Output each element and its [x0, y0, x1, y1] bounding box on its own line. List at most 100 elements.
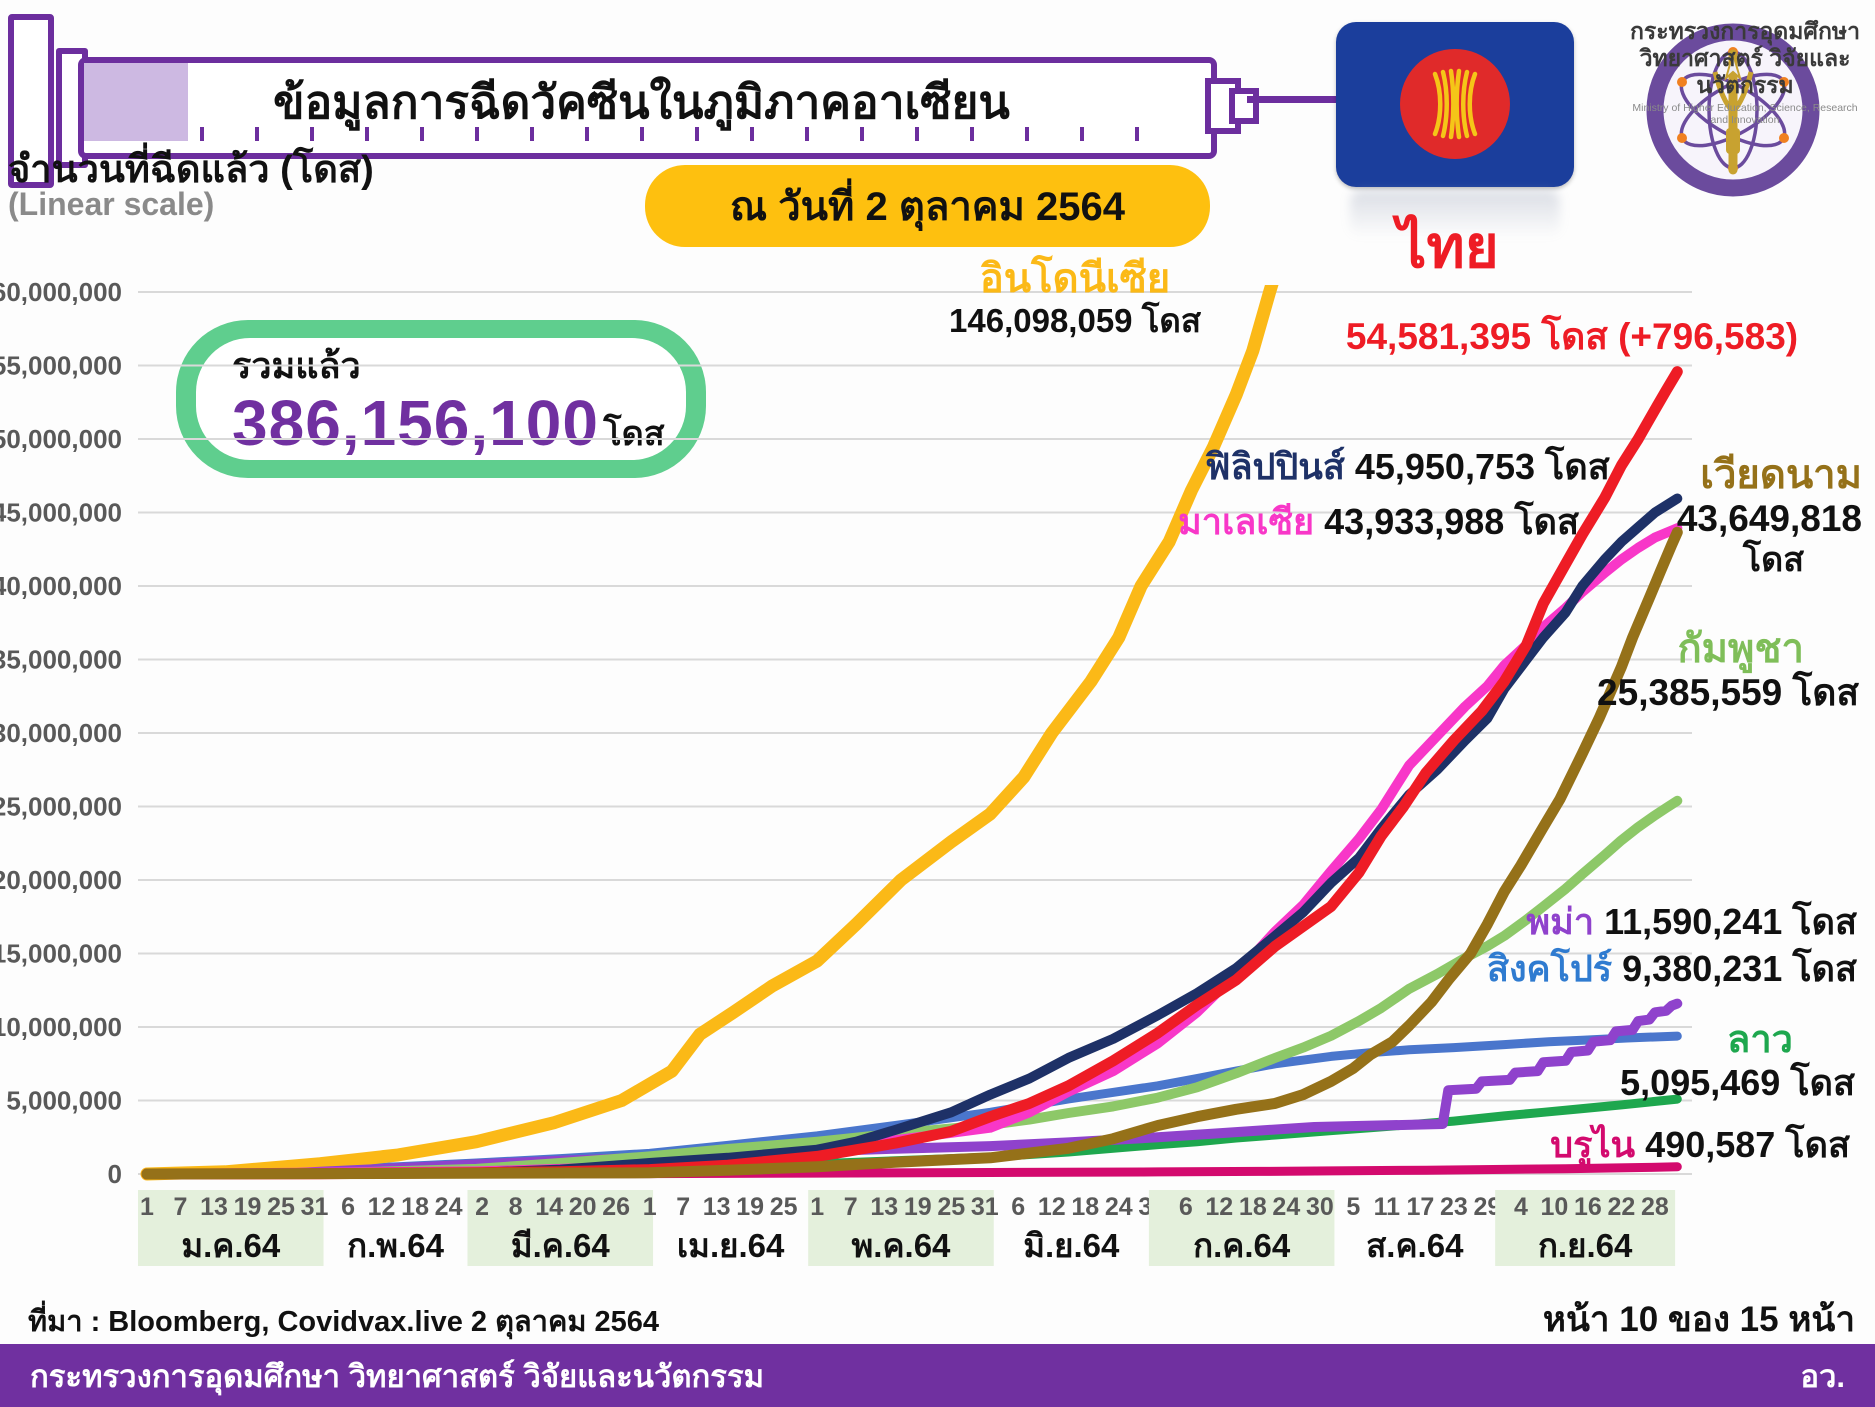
label-text: 490,587 โดส [1645, 1124, 1850, 1165]
ministry-seal [1646, 20, 1821, 200]
y-axis-tick-label: 20,000,000 [0, 865, 122, 895]
label-line: มาเลเซีย 43,933,988 โดส [1178, 501, 1579, 543]
x-axis-month-label: มิ.ย.64 [1023, 1227, 1120, 1264]
label-line: 25,385,559 โดส [1597, 672, 1859, 715]
x-axis-month-label: ม.ค.64 [181, 1227, 281, 1264]
syringe-plunger-shape [8, 14, 54, 188]
x-axis-tick-label: 13 [870, 1193, 898, 1221]
series-line-philippines [142, 493, 1683, 1179]
x-axis-month-label: ก.ย.64 [1538, 1227, 1633, 1264]
x-axis-tick-label: 13 [200, 1193, 228, 1221]
label-line: เวียดนาม [1677, 452, 1862, 498]
x-axis-tick-label: 6 [341, 1193, 355, 1221]
ministry-name-line2: วิทยาศาสตร์ วิจัยและนวัตกรรม [1639, 45, 1851, 98]
label-text: 5,095,469 โดส [1620, 1062, 1855, 1104]
ministry-caption: กระทรวงการอุดมศึกษา วิทยาศาสตร์ วิจัยและ… [1630, 18, 1860, 126]
x-axis-tick-label: 18 [1239, 1193, 1267, 1221]
flag-reflection [1350, 190, 1560, 238]
syringe-scale-tick [695, 127, 699, 141]
x-axis-tick-label: 23 [1440, 1193, 1468, 1221]
label-philippines: ฟิลิปปินส์ 45,950,753 โดส [1205, 446, 1610, 488]
x-axis-tick-label: 31 [301, 1193, 329, 1221]
x-axis-month-label: มี.ค.64 [511, 1227, 611, 1264]
label-brunei: บรูไน 490,587 โดส [1550, 1124, 1850, 1166]
x-axis-tick-label: 7 [174, 1193, 188, 1221]
syringe-scale-tick [750, 127, 754, 141]
label-line: 146,098,059 โดส [949, 302, 1201, 340]
x-axis-tick-label: 7 [844, 1193, 858, 1221]
y-axis-tick-label: 25,000,000 [0, 792, 122, 822]
footer-ministry-name: กระทรวงการอุดมศึกษา วิทยาศาสตร์ วิจัยและ… [30, 1358, 765, 1394]
x-axis-tick-label: 18 [401, 1193, 429, 1221]
label-vietnam: เวียดนาม 43,649,818 โดส [1677, 452, 1862, 581]
ministry-name-english: Ministry of Higher Education, Science, R… [1632, 102, 1858, 126]
label-text: บรูไน [1550, 1124, 1646, 1165]
y-axis-tick-label: 5,000,000 [6, 1086, 122, 1116]
x-axis-tick-label: 28 [1641, 1193, 1669, 1221]
series-line-cambodia [142, 795, 1683, 1179]
label-line: บรูไน 490,587 โดส [1550, 1124, 1850, 1166]
x-axis-tick-label: 12 [1205, 1193, 1233, 1221]
x-axis-tick-label: 12 [1038, 1193, 1066, 1221]
syringe-scale-tick [255, 127, 259, 141]
label-text: 45,950,753 โดส [1354, 446, 1610, 487]
x-axis-tick-label: 1 [643, 1193, 657, 1221]
ministry-name-line1: กระทรวงการอุดมศึกษา [1630, 18, 1860, 44]
x-axis-tick-label: 20 [569, 1193, 597, 1221]
label-text: ฟิลิปปินส์ [1205, 446, 1355, 487]
month-band [138, 1190, 324, 1266]
label-text: สิงคโปร์ [1486, 948, 1623, 989]
label-text: 43,933,988 โดส [1324, 501, 1580, 542]
label-indonesia: อินโดนีเซีย 146,098,059 โดส [949, 256, 1201, 341]
month-band [1148, 1190, 1335, 1266]
label-malaysia: มาเลเซีย 43,933,988 โดส [1178, 501, 1579, 543]
syringe-scale-tick [860, 127, 864, 141]
x-axis-tick-label: 19 [904, 1193, 932, 1221]
syringe-scale-tick [365, 127, 369, 141]
syringe-scale-tick [530, 127, 534, 141]
series-layer [140, 285, 1683, 1181]
y-axis-tick-label: 55,000,000 [0, 351, 122, 381]
series-line-vietnam [141, 526, 1683, 1180]
label-text: ลาว [1727, 1019, 1793, 1061]
x-axis-tick-label: 19 [234, 1193, 262, 1221]
footer-bar: กระทรวงการอุดมศึกษา วิทยาศาสตร์ วิจัยและ… [0, 1344, 1875, 1407]
x-axis-tick-label: 24 [435, 1193, 463, 1221]
series-line-myanmar [142, 998, 1683, 1179]
x-axis-tick-label: 2 [475, 1193, 489, 1221]
label-text: โดส [1742, 541, 1804, 580]
x-axis-tick-label: 24 [1272, 1193, 1300, 1221]
label-thailand-name: ไทย [1397, 214, 1498, 281]
page-title: ข้อมูลการฉีดวัคซีนในภูมิภาคอาเซียน [273, 76, 1010, 128]
x-axis-month-label: ส.ค.64 [1366, 1227, 1464, 1264]
x-axis-tick-label: 6 [1011, 1193, 1025, 1221]
label-line: 54,581,395 โดส (+796,583) [1346, 316, 1798, 359]
x-axis-tick-label: 5 [1346, 1193, 1360, 1221]
syringe-scale-tick [475, 127, 479, 141]
x-axis-month-label: ก.พ.64 [347, 1227, 444, 1264]
syringe-scale-tick [585, 127, 589, 141]
month-band [808, 1190, 994, 1266]
label-text: 25,385,559 โดส [1597, 672, 1859, 714]
x-axis-month-label: เม.ย.64 [677, 1227, 785, 1264]
total-value: 386,156,100 [232, 387, 599, 459]
x-axis-tick-label: 8 [509, 1193, 523, 1221]
month-band [1495, 1190, 1676, 1266]
label-text: 43,649,818 [1676, 498, 1862, 540]
y-axis-tick-label: 60,000,000 [0, 277, 122, 307]
label-text: 146,098,059 โดส [949, 302, 1201, 340]
x-axis-tick-label: 26 [602, 1193, 630, 1221]
x-axis-tick-label: 1 [140, 1193, 154, 1221]
y-axis-tick-label: 40,000,000 [0, 571, 122, 601]
x-axis-tick-label: 1 [810, 1193, 824, 1221]
x-axis-tick-label: 17 [1406, 1193, 1434, 1221]
syringe-scale-tick [1135, 127, 1139, 141]
as-of-date-badge: ณ วันที่ 2 ตุลาคม 2564 [645, 165, 1210, 247]
label-text: 11,590,241 โดส [1604, 901, 1857, 942]
y-axis-tick-label: 0 [108, 1159, 122, 1189]
label-line: 43,649,818 [1677, 498, 1862, 541]
syringe-barrel [78, 57, 1217, 159]
label-text: ไทย [1397, 215, 1499, 280]
label-line: อินโดนีเซีย [949, 256, 1201, 302]
label-line: สิงคโปร์ 9,380,231 โดส [1487, 948, 1857, 990]
